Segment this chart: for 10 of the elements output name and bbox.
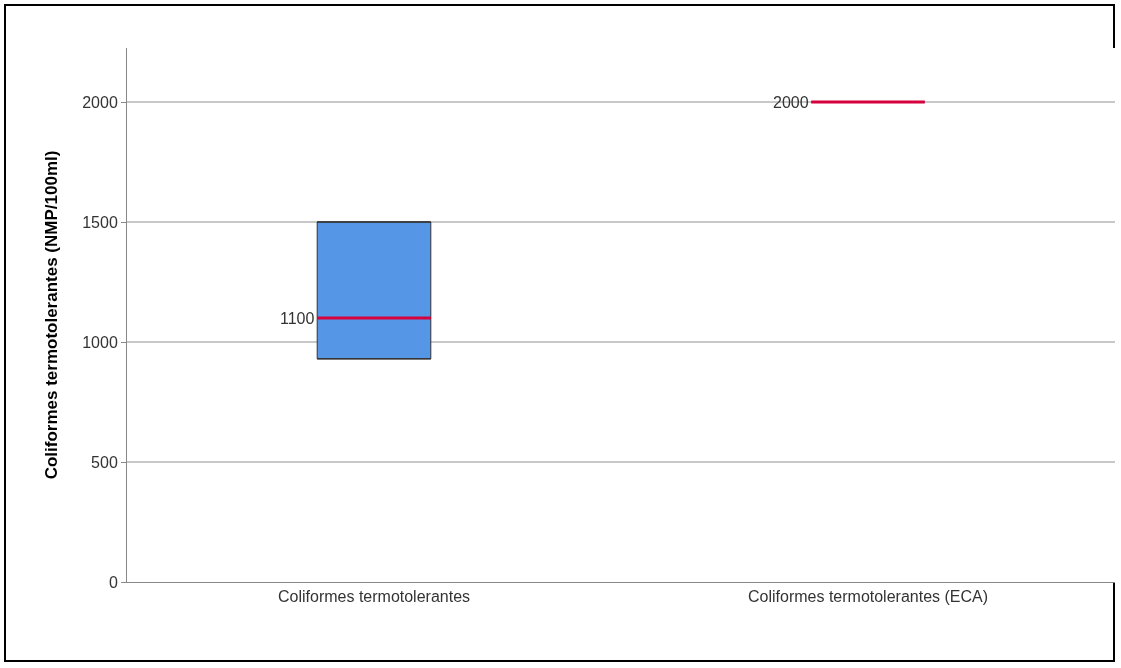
x-tick-label: Coliformes termotolerantes [277, 588, 471, 606]
y-tick-label: 500 [91, 453, 118, 471]
y-axis-title: Coliformes termotolerantes (NMP/100ml) [41, 150, 61, 480]
x-tick-label: Coliformes termotolerantes (ECA) [747, 588, 989, 606]
y-tick-label: 1500 [82, 213, 118, 231]
text: 1100 [280, 310, 315, 327]
y-tick-label: 2000 [82, 93, 118, 111]
y-tick-label: 1000 [82, 333, 118, 351]
text: 2000 [773, 94, 809, 111]
y-tick-label: 0 [108, 573, 118, 591]
